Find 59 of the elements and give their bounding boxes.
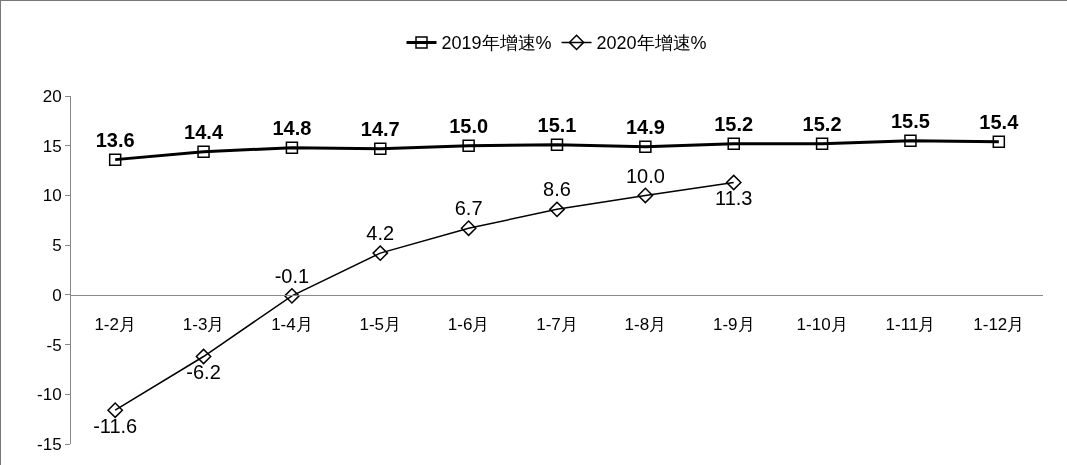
- point: [462, 139, 475, 152]
- point: [285, 141, 299, 154]
- x-tick-label: 1-2月: [94, 315, 136, 335]
- data-label: 13.6: [95, 128, 135, 151]
- data-label: 6.7: [454, 197, 483, 220]
- point: [727, 137, 740, 150]
- point: [107, 402, 124, 419]
- data-label: 14.7: [360, 117, 400, 140]
- data-label: 15.2: [714, 112, 754, 135]
- data-label: -11.6: [93, 415, 138, 438]
- legend-label: 2020年增速%: [596, 33, 707, 54]
- x-tick-label: 1-6月: [447, 315, 490, 335]
- point: [725, 174, 742, 191]
- data-label: 11.3: [715, 187, 753, 210]
- data-label: -6.2: [186, 361, 221, 384]
- point: [904, 134, 917, 147]
- y-tick-label: -10: [37, 385, 62, 405]
- x-tick-label: 1-12月: [973, 315, 1025, 335]
- point: [195, 348, 212, 365]
- point: [372, 245, 389, 261]
- x-tick-label: 1-8月: [624, 315, 667, 335]
- point: [197, 145, 210, 158]
- point: [374, 142, 387, 155]
- y-tick-label: -15: [37, 434, 62, 454]
- point: [550, 138, 564, 151]
- point: [639, 140, 652, 153]
- y-tick-label: 15: [42, 136, 62, 156]
- data-label: 15.2: [802, 112, 842, 135]
- data-label: 8.6: [543, 178, 571, 201]
- data-label: 15.4: [979, 110, 1020, 133]
- y-tick-label: 10: [42, 186, 62, 206]
- y-tick-label: 0: [52, 285, 62, 305]
- x-tick-label: 1-7月: [536, 315, 578, 335]
- point: [108, 153, 122, 166]
- data-label: 14.9: [625, 115, 665, 138]
- point: [284, 287, 300, 304]
- data-label: 15.5: [890, 109, 930, 132]
- point: [460, 220, 477, 237]
- data-label: -0.1: [274, 264, 310, 287]
- data-label: 14.8: [272, 116, 312, 139]
- x-tick-label: 1-4月: [271, 315, 313, 335]
- data-label: 15.0: [449, 114, 489, 137]
- data-label: 10.0: [625, 164, 665, 187]
- x-tick-label: 1-11月: [885, 315, 936, 335]
- point: [549, 201, 565, 218]
- point: [815, 137, 829, 150]
- point: [992, 135, 1006, 148]
- y-tick-label: 5: [52, 236, 62, 256]
- legend-label: 2019年增速%: [441, 33, 552, 54]
- point: [637, 187, 654, 204]
- y-tick-label: 20: [42, 86, 62, 106]
- data-label: 4.2: [366, 222, 395, 245]
- data-label: 14.4: [184, 120, 224, 143]
- data-label: 15.1: [537, 113, 577, 136]
- x-tick-label: 1-10月: [796, 315, 848, 335]
- x-tick-label: 1-9月: [712, 315, 755, 335]
- y-tick-label: -5: [46, 335, 62, 355]
- x-tick-label: 1-5月: [359, 315, 402, 335]
- x-tick-label: 1-3月: [182, 315, 225, 335]
